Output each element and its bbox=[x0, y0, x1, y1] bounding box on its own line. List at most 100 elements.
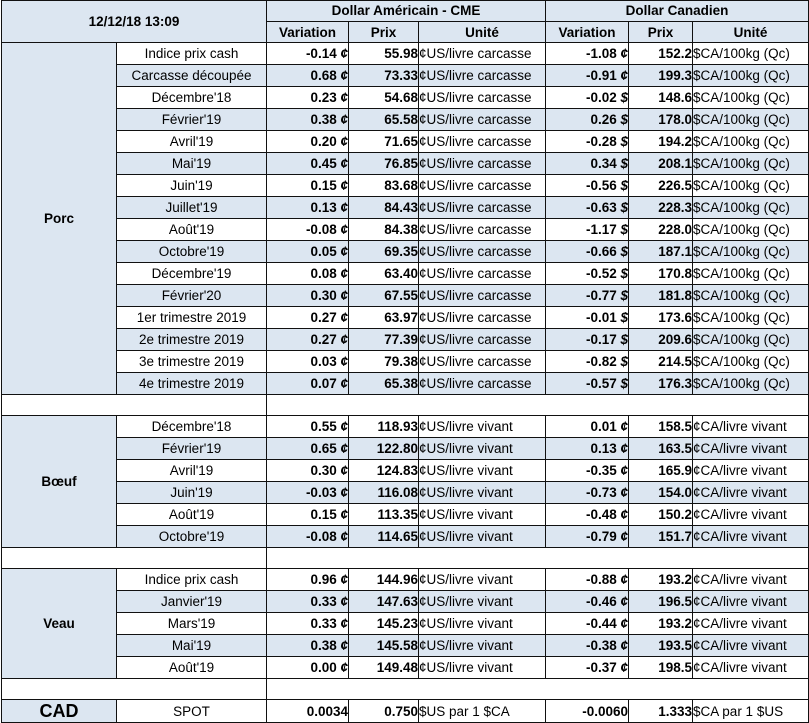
cad-price: 150.2 bbox=[628, 503, 694, 526]
cad-group-header: Dollar Canadien bbox=[545, 0, 809, 22]
cad-variation: -0.88 ¢ bbox=[545, 568, 630, 591]
usd-variation: 0.38 ¢ bbox=[266, 634, 349, 657]
usd-price: 116.08 bbox=[348, 481, 419, 504]
cad-unit: ¢CA/livre vivant bbox=[692, 634, 809, 657]
row-label: Août'19 bbox=[116, 218, 267, 241]
row-label: 2e trimestre 2019 bbox=[116, 328, 267, 351]
row-label: 1er trimestre 2019 bbox=[116, 306, 267, 329]
usd-variation-symbol: ¢ bbox=[340, 572, 348, 587]
usd-price: 149.48 bbox=[348, 656, 419, 679]
usd-variation: 0.20 ¢ bbox=[266, 130, 349, 153]
cad-price: 193.2 bbox=[628, 612, 694, 635]
row-label: 3e trimestre 2019 bbox=[116, 350, 267, 373]
usd-variation: -0.14 ¢ bbox=[266, 42, 349, 65]
usd-variation: 0.27 ¢ bbox=[266, 328, 349, 351]
cad-variation-symbol: $ bbox=[620, 354, 629, 369]
cad-variation: -0.56 $ bbox=[545, 174, 630, 197]
usd-variation-symbol: ¢ bbox=[340, 616, 348, 631]
usd-variation-value: 0.23 bbox=[310, 90, 337, 105]
usd-variation-symbol: ¢ bbox=[340, 90, 348, 105]
cad-variation-value: -1.08 bbox=[585, 46, 617, 61]
usd-variation: 0.15 ¢ bbox=[266, 174, 349, 197]
usd-variation-symbol: ¢ bbox=[340, 441, 348, 456]
cad-price: 193.2 bbox=[628, 568, 694, 591]
usd-unite-header: Unité bbox=[417, 21, 547, 43]
usd-price: 79.38 bbox=[348, 350, 419, 373]
table-row: 2e trimestre 2019 0.27 ¢ 77.39 ¢US/livre ca… bbox=[2, 328, 809, 351]
usd-variation-symbol: ¢ bbox=[340, 222, 348, 237]
usd-prix-header: Prix bbox=[348, 21, 419, 43]
cad-unit: $CA/100kg (Qc) bbox=[692, 306, 809, 329]
cad-variation-value: 0.26 bbox=[590, 112, 617, 127]
usd-variation-value: 0.96 bbox=[310, 572, 337, 587]
usd-price: 63.40 bbox=[348, 262, 419, 285]
cad-price: 165.9 bbox=[628, 459, 694, 482]
usd-variation: 0.55 ¢ bbox=[266, 415, 349, 438]
spacer-cell bbox=[265, 678, 809, 700]
cad-variation: -0.91 ¢ bbox=[545, 64, 630, 87]
usd-variation-value: 0.55 bbox=[310, 419, 337, 434]
cad-variation: -0.01 $ bbox=[545, 306, 630, 329]
cad-variation-value: -0.46 bbox=[585, 594, 617, 609]
table-row: Février'19 0.65 ¢ 122.80 ¢US/livre vivant 0.… bbox=[2, 437, 809, 460]
usd-variation-symbol: ¢ bbox=[340, 354, 348, 369]
usd-unit: $US par 1 $CA bbox=[417, 699, 547, 723]
table-row: Janvier'19 0.33 ¢ 147.63 ¢US/livre vivant -0… bbox=[2, 590, 809, 613]
cad-variation-value: -0.38 bbox=[585, 638, 617, 653]
section-spacer bbox=[1, 678, 809, 700]
cad-unit: ¢CA/livre vivant bbox=[692, 481, 809, 504]
cad-price: 163.5 bbox=[628, 437, 694, 460]
cad-unit: $CA/100kg (Qc) bbox=[692, 152, 809, 175]
row-label: 4e trimestre 2019 bbox=[116, 372, 267, 395]
row-label: Février'20 bbox=[116, 284, 267, 307]
table-row: Bœuf Décembre'18 0.55 ¢ 118.93 ¢US/livre viv… bbox=[1, 415, 809, 548]
usd-variation-symbol: ¢ bbox=[340, 244, 348, 259]
cad-price: 228.0 bbox=[628, 218, 694, 241]
usd-variation-value: -0.14 bbox=[305, 46, 337, 61]
usd-unit: ¢US/livre carcasse bbox=[417, 372, 547, 395]
table-row: Juillet'19 0.13 ¢ 84.43 ¢US/livre carcasse -… bbox=[2, 196, 809, 219]
usd-variation-value: 0.33 bbox=[310, 616, 337, 631]
row-label: Mai'19 bbox=[116, 152, 267, 175]
usd-unit: ¢US/livre carcasse bbox=[417, 284, 547, 307]
usd-unit: ¢US/livre vivant bbox=[417, 612, 547, 635]
row-label: Juin'19 bbox=[116, 174, 267, 197]
table-row: 4e trimestre 2019 0.07 ¢ 65.38 ¢US/livre ca… bbox=[2, 372, 809, 395]
cad-variation-symbol: $ bbox=[620, 90, 629, 105]
usd-price: 69.35 bbox=[348, 240, 419, 263]
cad-variation-value: -0.56 bbox=[585, 178, 617, 193]
report-datetime: 12/12/18 13:09 bbox=[1, 0, 267, 43]
spacer-cell bbox=[1, 678, 267, 700]
cad-variation: -0.38 ¢ bbox=[545, 634, 630, 657]
usd-price: 83.68 bbox=[348, 174, 419, 197]
cad-variation-value: -0.01 bbox=[585, 310, 617, 325]
cad-variation: -0.17 $ bbox=[545, 328, 630, 351]
usd-variation-value: 0.38 bbox=[310, 112, 337, 127]
usd-price: 65.38 bbox=[348, 372, 419, 395]
usd-variation-header: Variation bbox=[266, 21, 349, 43]
usd-variation-value: 0.45 bbox=[310, 156, 337, 171]
usd-variation-symbol: ¢ bbox=[340, 507, 348, 522]
usd-variation-value: 0.38 bbox=[310, 638, 337, 653]
usd-variation-symbol: ¢ bbox=[340, 529, 348, 544]
cad-unit: $CA/100kg (Qc) bbox=[692, 86, 809, 109]
row-label: Avril'19 bbox=[116, 459, 267, 482]
usd-variation-symbol: ¢ bbox=[340, 46, 348, 61]
cad-unit: ¢CA/livre vivant bbox=[692, 503, 809, 526]
cad-unit: $CA/100kg (Qc) bbox=[692, 196, 809, 219]
cad-variation: 0.34 $ bbox=[545, 152, 630, 175]
table-row: 1er trimestre 2019 0.27 ¢ 63.97 ¢US/livre c… bbox=[2, 306, 809, 329]
usd-variation-value: 0.07 bbox=[310, 376, 337, 391]
usd-unit: ¢US/livre carcasse bbox=[417, 350, 547, 373]
table-row: Février'19 0.38 ¢ 65.58 ¢US/livre carcasse 0… bbox=[2, 108, 809, 131]
usd-variation: 0.03 ¢ bbox=[266, 350, 349, 373]
cad-unit: $CA/100kg (Qc) bbox=[692, 328, 809, 351]
usd-variation-value: 0.05 bbox=[310, 244, 337, 259]
usd-variation-symbol: ¢ bbox=[340, 638, 348, 653]
usd-unit: ¢US/livre vivant bbox=[417, 568, 547, 591]
cad-variation-symbol: ¢ bbox=[620, 638, 629, 653]
cad-variation-value: -0.82 bbox=[585, 354, 617, 369]
usd-unit: ¢US/livre vivant bbox=[417, 459, 547, 482]
